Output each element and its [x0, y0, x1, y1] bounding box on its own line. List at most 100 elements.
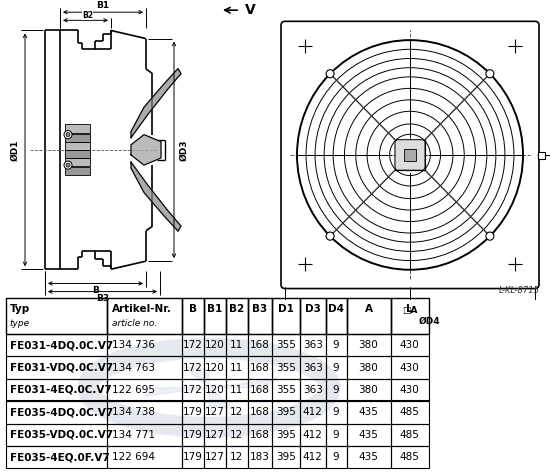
Text: 485: 485	[400, 452, 420, 462]
Text: 430: 430	[400, 362, 420, 372]
Text: 179: 179	[183, 407, 202, 417]
Polygon shape	[131, 135, 161, 165]
Bar	[65, 142, 90, 150]
Text: ØD1: ØD1	[10, 139, 19, 160]
Text: B3: B3	[252, 304, 267, 314]
Text: 179: 179	[183, 430, 202, 440]
Text: L: L	[406, 304, 413, 314]
Bar	[402, 317, 418, 325]
Text: 9: 9	[333, 452, 339, 462]
Bar	[395, 140, 425, 170]
Text: type: type	[10, 319, 30, 328]
Text: 395: 395	[276, 430, 296, 440]
Text: D1: D1	[278, 304, 294, 314]
Text: 9: 9	[333, 340, 339, 350]
Bar	[404, 149, 416, 161]
Circle shape	[66, 133, 70, 137]
Text: 122 694: 122 694	[112, 452, 155, 462]
Text: ØD4: ØD4	[419, 317, 441, 326]
FancyBboxPatch shape	[281, 21, 539, 288]
Bar	[538, 152, 545, 159]
Text: 11: 11	[230, 385, 243, 395]
Text: 430: 430	[400, 340, 420, 350]
Text: 168: 168	[250, 407, 270, 417]
Text: B: B	[189, 304, 196, 314]
Text: 122 695: 122 695	[112, 385, 155, 395]
Text: A: A	[365, 304, 372, 314]
Text: 134 738: 134 738	[112, 407, 155, 417]
Text: 11: 11	[230, 362, 243, 372]
Text: L-KL-8715: L-KL-8715	[499, 286, 540, 295]
Text: □A: □A	[402, 306, 418, 315]
Text: 12: 12	[230, 407, 243, 417]
Text: 435: 435	[359, 407, 378, 417]
Polygon shape	[131, 68, 181, 138]
Text: 134 736: 134 736	[112, 340, 155, 350]
Bar	[65, 158, 90, 166]
Text: 11: 11	[230, 340, 243, 350]
Text: 9: 9	[333, 385, 339, 395]
Text: 355: 355	[276, 340, 296, 350]
Text: 12: 12	[230, 452, 243, 462]
Text: FE031-4EQ.0C.V7: FE031-4EQ.0C.V7	[10, 385, 112, 395]
Text: 485: 485	[400, 407, 420, 417]
Text: 179: 179	[183, 452, 202, 462]
Text: FE031-4DQ.0C.V7: FE031-4DQ.0C.V7	[10, 340, 113, 350]
Polygon shape	[209, 388, 235, 409]
Text: 120: 120	[205, 340, 224, 350]
Circle shape	[486, 70, 494, 78]
Text: 127: 127	[205, 430, 224, 440]
Text: 168: 168	[250, 430, 270, 440]
Text: 134 763: 134 763	[112, 362, 155, 372]
Bar	[65, 125, 90, 133]
Text: 363: 363	[302, 362, 323, 372]
Text: 172: 172	[183, 362, 202, 372]
Text: 395: 395	[276, 452, 296, 462]
Text: 363: 363	[302, 340, 323, 350]
Text: B2: B2	[229, 304, 244, 314]
Text: 12: 12	[230, 430, 243, 440]
Text: 412: 412	[302, 407, 323, 417]
Text: 134 771: 134 771	[112, 430, 155, 440]
Text: FE031-VDQ.0C.V7: FE031-VDQ.0C.V7	[10, 362, 113, 372]
Circle shape	[326, 232, 334, 240]
Text: 172: 172	[183, 340, 202, 350]
Text: 9: 9	[333, 362, 339, 372]
Text: 120: 120	[205, 385, 224, 395]
Text: Artikel-Nr.: Artikel-Nr.	[112, 304, 172, 314]
Polygon shape	[144, 388, 209, 396]
Text: 172: 172	[183, 385, 202, 395]
Text: FE035-4DQ.0C.V7: FE035-4DQ.0C.V7	[10, 407, 113, 417]
Text: ØD3: ØD3	[179, 139, 189, 160]
Text: 380: 380	[359, 385, 378, 395]
Circle shape	[64, 131, 72, 139]
Bar	[65, 134, 90, 142]
Text: article no.: article no.	[112, 319, 157, 328]
Text: 435: 435	[359, 452, 378, 462]
Text: B3: B3	[96, 294, 109, 303]
Bar	[65, 167, 90, 175]
Circle shape	[64, 161, 72, 169]
Text: 127: 127	[205, 407, 224, 417]
Bar	[65, 150, 90, 158]
Polygon shape	[209, 379, 274, 388]
Polygon shape	[131, 162, 181, 231]
Text: FE035-4EQ.0F.V7: FE035-4EQ.0F.V7	[10, 452, 109, 462]
Text: FE035-VDQ.0C.V7: FE035-VDQ.0C.V7	[10, 430, 113, 440]
Text: 9: 9	[333, 430, 339, 440]
Text: 183: 183	[250, 452, 270, 462]
Text: 127: 127	[205, 452, 224, 462]
Text: 363: 363	[302, 385, 323, 395]
Text: B1: B1	[96, 0, 109, 9]
Text: 412: 412	[302, 452, 323, 462]
Text: 120: 120	[205, 362, 224, 372]
Text: 380: 380	[359, 340, 378, 350]
Text: 355: 355	[276, 362, 296, 372]
FancyBboxPatch shape	[395, 140, 425, 170]
Text: D4: D4	[328, 304, 344, 314]
Polygon shape	[183, 367, 209, 388]
Text: 412: 412	[302, 430, 323, 440]
Circle shape	[326, 70, 334, 78]
Text: 435: 435	[359, 430, 378, 440]
Text: 380: 380	[359, 362, 378, 372]
